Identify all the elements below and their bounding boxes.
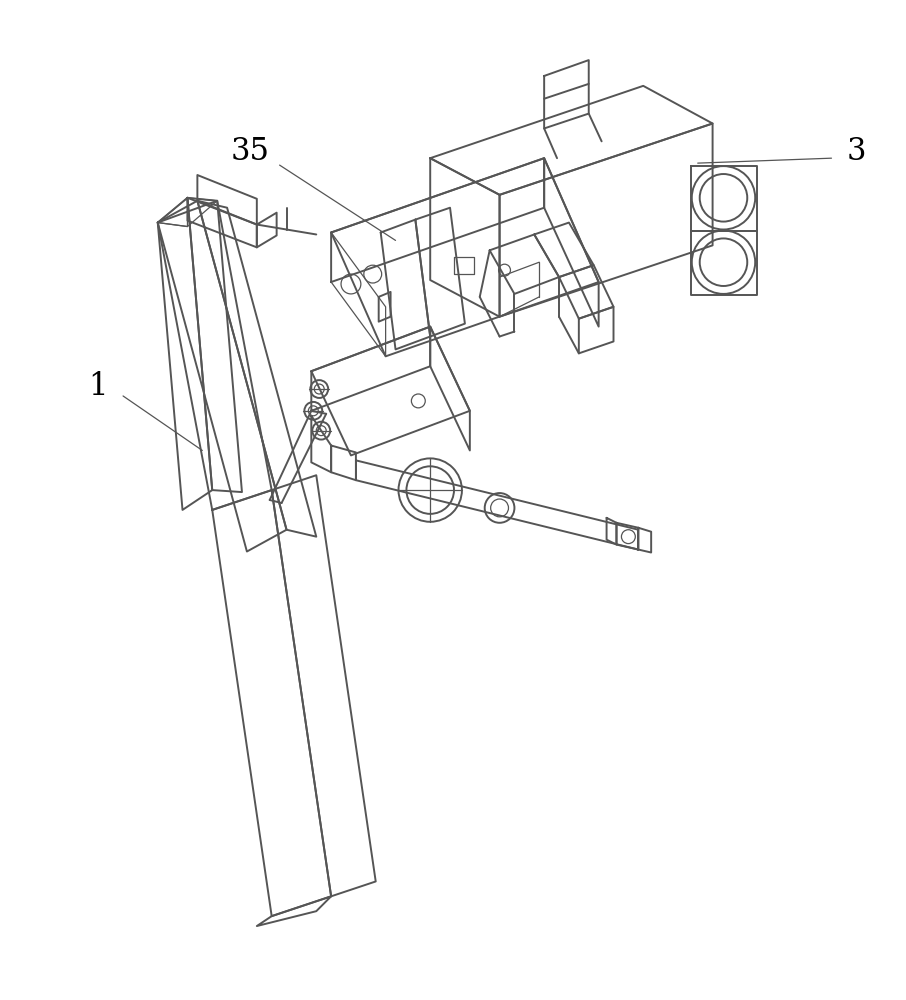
Text: 3: 3 xyxy=(846,136,866,167)
Text: 35: 35 xyxy=(230,136,269,167)
Text: 1: 1 xyxy=(89,371,108,402)
